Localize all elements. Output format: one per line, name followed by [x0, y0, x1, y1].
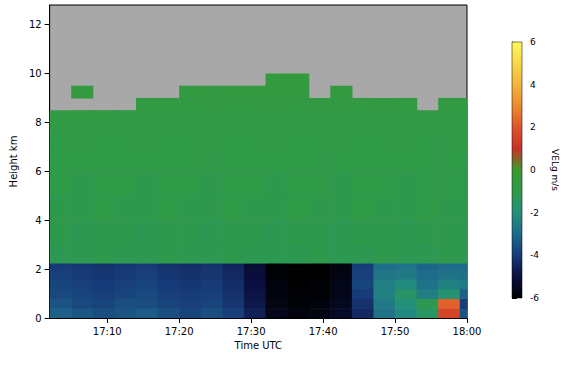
svg-text:Height km: Height km: [8, 136, 19, 188]
svg-text:-6: -6: [530, 293, 539, 303]
svg-text:2: 2: [35, 264, 41, 275]
svg-text:17:10: 17:10: [93, 326, 122, 337]
svg-text:0: 0: [530, 165, 536, 175]
svg-text:2: 2: [530, 122, 536, 132]
svg-text:4: 4: [35, 215, 41, 226]
svg-text:17:20: 17:20: [165, 326, 194, 337]
svg-text:18:00: 18:00: [453, 326, 482, 337]
svg-text:10: 10: [29, 68, 42, 79]
svg-text:4: 4: [530, 80, 536, 90]
svg-text:6: 6: [35, 166, 41, 177]
svg-text:17:40: 17:40: [309, 326, 338, 337]
svg-text:VELg m/s: VELg m/s: [550, 149, 560, 191]
svg-text:Time UTC: Time UTC: [234, 340, 282, 351]
svg-text:17:30: 17:30: [237, 326, 266, 337]
svg-text:-2: -2: [530, 208, 539, 218]
svg-text:6: 6: [530, 37, 536, 47]
svg-text:17:50: 17:50: [381, 326, 410, 337]
svg-text:-4: -4: [530, 250, 539, 260]
svg-text:8: 8: [35, 117, 41, 128]
svg-text:0: 0: [35, 313, 41, 324]
svg-text:12: 12: [29, 19, 42, 30]
